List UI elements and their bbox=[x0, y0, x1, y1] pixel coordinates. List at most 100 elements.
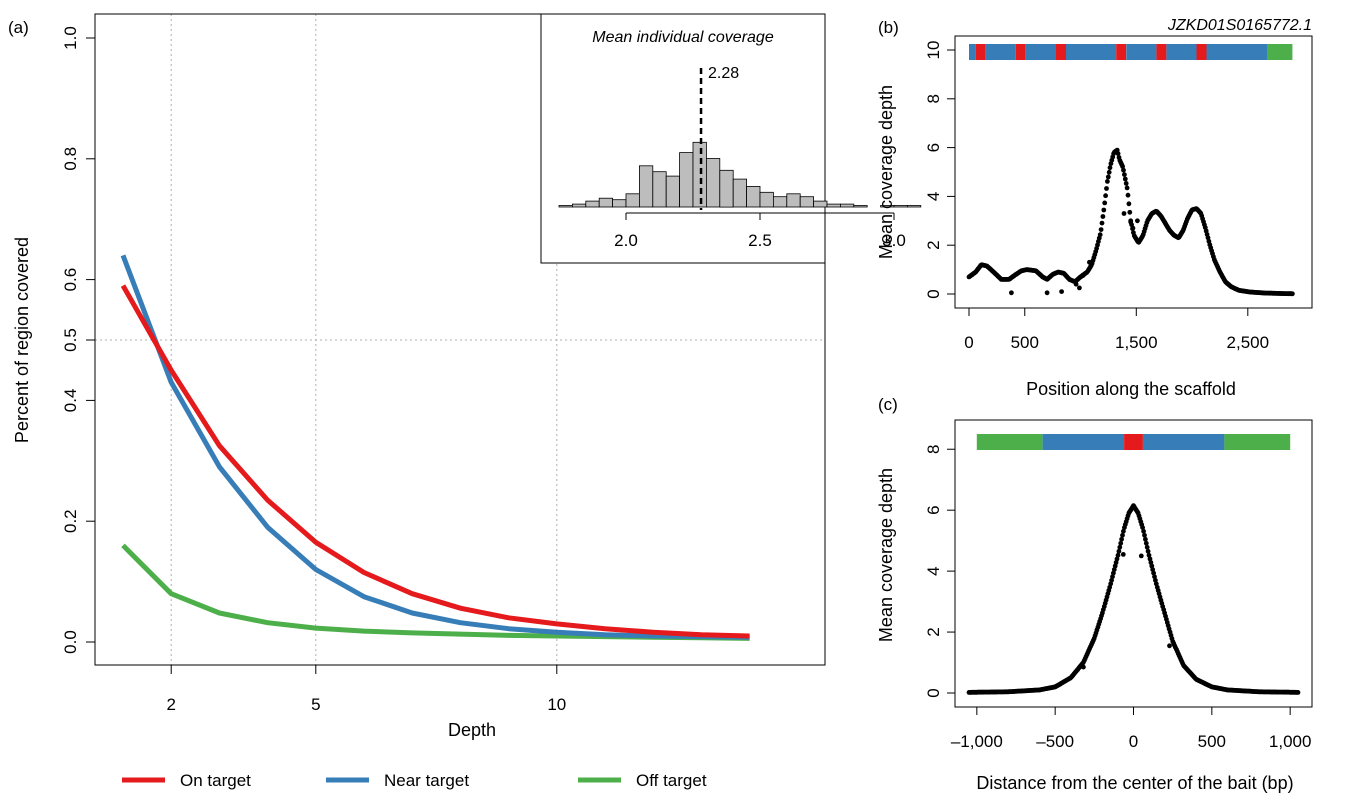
coverage-point bbox=[1118, 540, 1124, 546]
inset-tick-label: 2.0 bbox=[614, 231, 638, 250]
coverage-point bbox=[1120, 164, 1125, 169]
outlier-point bbox=[1121, 211, 1127, 216]
histogram-bar bbox=[558, 205, 573, 208]
y-tick-label: 0 bbox=[924, 289, 943, 298]
panel-a-x-label: Depth bbox=[448, 720, 496, 740]
coverage-point bbox=[1105, 179, 1110, 184]
region-segment bbox=[1206, 44, 1268, 60]
scaffold-name: JZKD01S0165772.1 bbox=[1167, 17, 1312, 34]
outlier-point bbox=[1059, 289, 1064, 294]
outlier-point bbox=[1130, 225, 1136, 231]
panel-b-y-axis: 0 2 4 6 8 10 bbox=[924, 41, 956, 299]
coverage-point bbox=[1125, 192, 1131, 198]
panel-b-x-label: Position along the scaffold bbox=[1026, 379, 1236, 399]
coverage-point bbox=[1144, 544, 1150, 550]
coverage-point bbox=[1123, 181, 1129, 186]
legend-label-off-target: Off target bbox=[636, 771, 707, 790]
panel-b-frame bbox=[954, 35, 1313, 309]
y-tick-label: 2 bbox=[924, 627, 943, 636]
region-segment bbox=[1124, 434, 1143, 450]
y-tick-label: 0 bbox=[924, 688, 943, 697]
region-segment bbox=[1015, 44, 1026, 60]
panel-b-y-label: Mean coverage depth bbox=[876, 85, 896, 259]
histogram-bar bbox=[853, 205, 868, 208]
coverage-point bbox=[1122, 176, 1128, 182]
histogram-bar bbox=[598, 197, 614, 208]
coverage-point bbox=[1109, 577, 1114, 583]
region-segment bbox=[1156, 44, 1167, 60]
histogram-bar bbox=[907, 205, 922, 208]
coverage-point bbox=[1116, 548, 1122, 554]
inset-tick-label: 3.0 bbox=[882, 231, 906, 250]
region-segment bbox=[1224, 434, 1291, 450]
legend: On target Near target Off target bbox=[122, 771, 707, 790]
panel-c-y-label: Mean coverage depth bbox=[876, 468, 896, 642]
panel-b-points bbox=[966, 147, 1295, 297]
coverage-point bbox=[1099, 220, 1105, 226]
y-tick-label: 0.6 bbox=[61, 268, 80, 292]
region-segment bbox=[1042, 434, 1125, 450]
outlier-point bbox=[1135, 218, 1140, 224]
inset-mean-label: 2.28 bbox=[708, 65, 739, 82]
panel-c-x-label: Distance from the center of the bait (bp… bbox=[976, 773, 1293, 793]
histogram-bar bbox=[612, 199, 627, 208]
coverage-point bbox=[1107, 165, 1113, 171]
coverage-point bbox=[1115, 552, 1121, 558]
legend-label-near-target: Near target bbox=[384, 771, 469, 790]
region-segment bbox=[1126, 44, 1157, 60]
panel-a-lines bbox=[120, 254, 750, 641]
y-tick-label: 4 bbox=[924, 566, 943, 575]
panel-c-x-axis: –1,000 –500 0 500 1,000 bbox=[951, 706, 1312, 751]
x-tick-label: 2,500 bbox=[1227, 333, 1270, 352]
x-tick-label: 1,000 bbox=[1269, 732, 1312, 751]
coverage-point bbox=[1127, 209, 1133, 215]
inset-histogram: Mean individual coverage 2.0 2.5 3.0 2.28 bbox=[540, 13, 922, 264]
coverage-point bbox=[1113, 560, 1119, 565]
coverage-point bbox=[1117, 544, 1123, 550]
x-tick-label: –1,000 bbox=[951, 732, 1003, 751]
histogram-bar bbox=[773, 196, 788, 208]
region-segment bbox=[1056, 44, 1066, 60]
histogram-bar bbox=[732, 178, 748, 208]
region-segment bbox=[985, 44, 1016, 60]
histogram-bar bbox=[652, 171, 667, 208]
panel-a-x-axis: 2 5 10 bbox=[123, 664, 750, 714]
x-tick-label: 1,500 bbox=[1115, 333, 1158, 352]
histogram-bar bbox=[840, 203, 855, 208]
histogram-bar bbox=[639, 165, 654, 208]
histogram-bar bbox=[799, 196, 815, 208]
region-segment bbox=[1142, 434, 1225, 450]
x-tick-label: 0 bbox=[964, 333, 973, 352]
coverage-point bbox=[1114, 556, 1120, 562]
series-line-on-target bbox=[120, 284, 750, 639]
coverage-point bbox=[1149, 563, 1155, 569]
outlier-point bbox=[1009, 290, 1014, 296]
panel-c-points bbox=[966, 503, 1301, 695]
region-segment bbox=[969, 44, 976, 60]
panel-c: 0 2 4 6 8 –1,000 –500 0 500 1,000 Distance from … bbox=[876, 419, 1313, 793]
outlier-point bbox=[1138, 553, 1144, 559]
legend-item-near-target: Near target bbox=[326, 771, 469, 790]
y-tick-label: 4 bbox=[924, 192, 943, 201]
panel-a-y-axis: 0.0 0.2 0.4 0.5 0.6 0.8 1.0 bbox=[61, 26, 95, 654]
histogram-bar bbox=[585, 200, 600, 208]
histogram-bar bbox=[746, 185, 761, 208]
coverage-point bbox=[1145, 548, 1151, 554]
y-tick-label: 0.0 bbox=[61, 630, 80, 654]
inset-frame bbox=[540, 13, 826, 264]
y-tick-label: 0.2 bbox=[61, 509, 80, 533]
coverage-point bbox=[1104, 186, 1109, 191]
y-tick-label: 0.5 bbox=[61, 328, 80, 352]
inset-tick-label: 2.5 bbox=[748, 231, 772, 250]
panel-b-x-axis: 0 500 1,500 2,500 bbox=[964, 307, 1270, 352]
coverage-point bbox=[1151, 570, 1156, 576]
coverage-point bbox=[1152, 574, 1157, 580]
x-tick-label: 10 bbox=[547, 695, 566, 714]
coverage-point bbox=[1103, 193, 1108, 199]
coverage-point bbox=[1106, 169, 1112, 175]
x-tick-label: 5 bbox=[311, 695, 320, 714]
histogram-bar bbox=[813, 200, 828, 208]
coverage-point bbox=[1122, 172, 1127, 178]
panel-a-grid bbox=[95, 14, 825, 665]
